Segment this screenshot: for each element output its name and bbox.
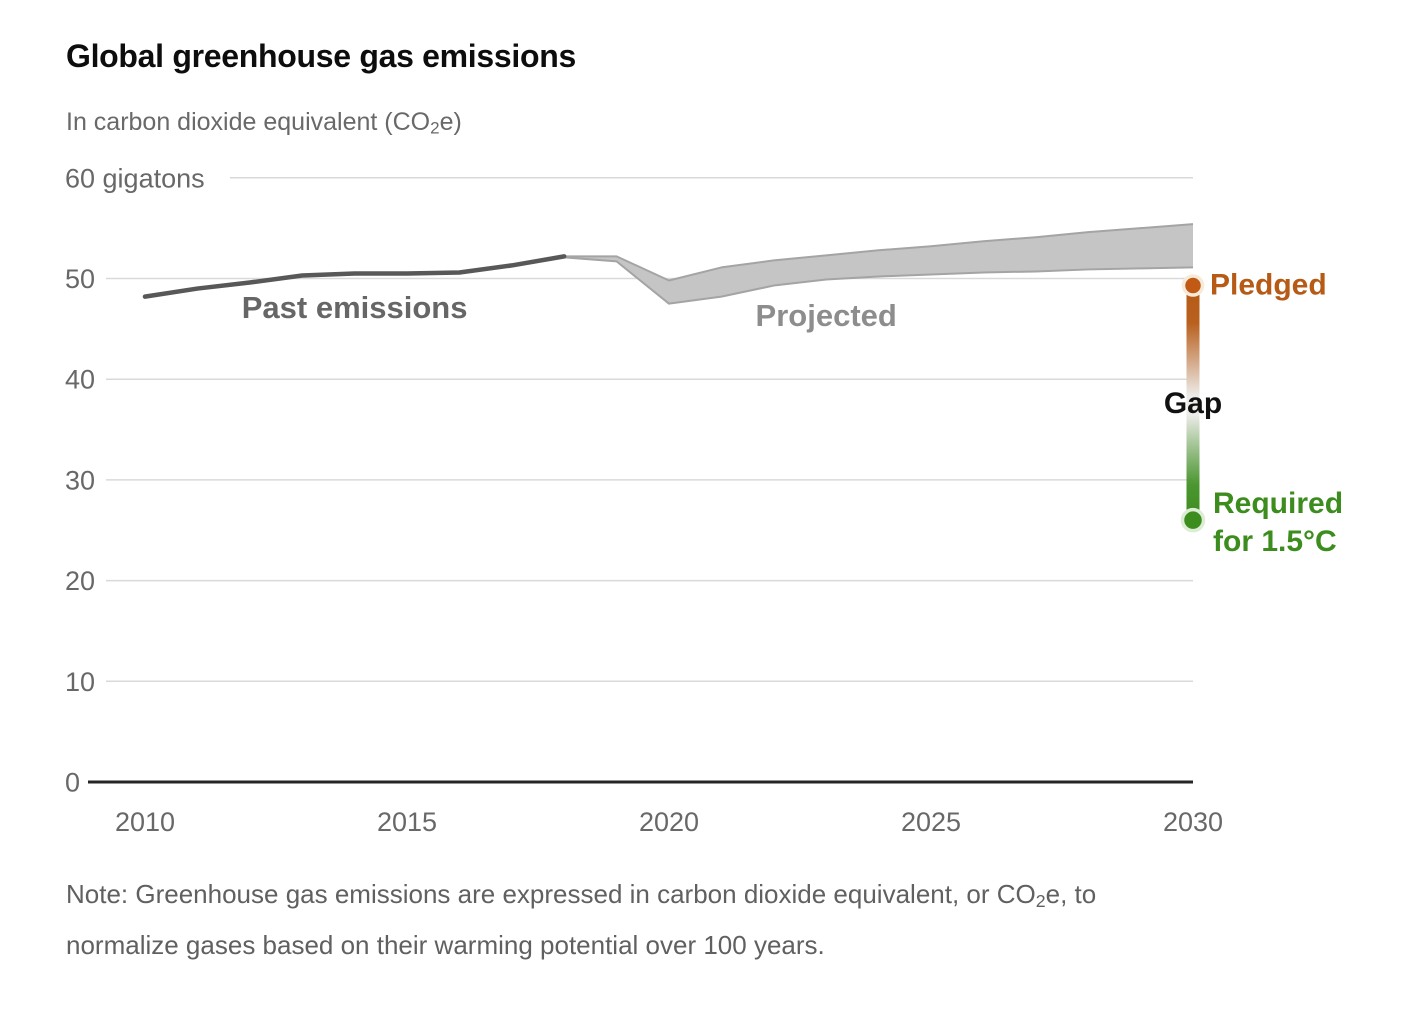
y-tick-label: 50 [65, 264, 95, 294]
gap-bar [1186, 285, 1200, 521]
x-tick-label: 2020 [639, 807, 699, 837]
chart-subtitle: In carbon dioxide equivalent (CO2e) [66, 108, 462, 139]
past-emissions-line [142, 254, 567, 299]
grid-layer: 0 10 20 30 40 50 60 gigatons [65, 163, 1193, 798]
chart-note: Note: Greenhouse gas emissions are expre… [66, 872, 1296, 967]
pledged-dot [1181, 274, 1205, 297]
x-tick-label: 2015 [377, 807, 437, 837]
required-label-line2: for 1.5°C [1213, 525, 1337, 558]
note-text-end: e, to [1045, 879, 1097, 909]
series-annotation-projected: Projected [756, 298, 897, 333]
note-subscript: 2 [1035, 890, 1046, 911]
x-tick-label: 2025 [901, 807, 961, 837]
series-annotation-past-emissions: Past emissions [242, 290, 468, 325]
y-tick-label: 60 gigatons [65, 163, 205, 193]
gap-label: Gap [1164, 387, 1222, 420]
subtitle-subscript: 2 [430, 118, 440, 138]
subtitle-text-end: e) [439, 108, 462, 136]
page-title-text: Global greenhouse gas emissions [66, 38, 576, 74]
subtitle-text: In carbon dioxide equivalent (CO [66, 108, 431, 136]
projected-band-top-edge [564, 223, 1194, 282]
projected-band-bottom-edge [564, 256, 1194, 305]
x-tick-label: 2030 [1163, 807, 1223, 837]
required-dot [1180, 507, 1206, 533]
y-tick-label: 10 [65, 667, 95, 697]
y-tick-label: 0 [65, 768, 80, 798]
y-tick-label: 30 [65, 465, 95, 495]
projected-band [564, 224, 1193, 304]
note-text: Note: Greenhouse gas emissions are expre… [66, 879, 1036, 909]
note-text-line2: normalize gases based on their warming p… [66, 929, 825, 960]
x-axis-labels: 2010 2015 2020 2025 2030 [115, 807, 1223, 837]
y-tick-label: 20 [65, 566, 95, 596]
y-tick-label: 40 [65, 365, 95, 395]
page-title: Global greenhouse gas emissions [66, 38, 576, 75]
pledged-label: Pledged [1210, 269, 1327, 302]
required-label-line1: Required [1213, 487, 1343, 520]
required-label: Required for 1.5°C [1213, 487, 1343, 558]
x-tick-label: 2010 [115, 807, 175, 837]
